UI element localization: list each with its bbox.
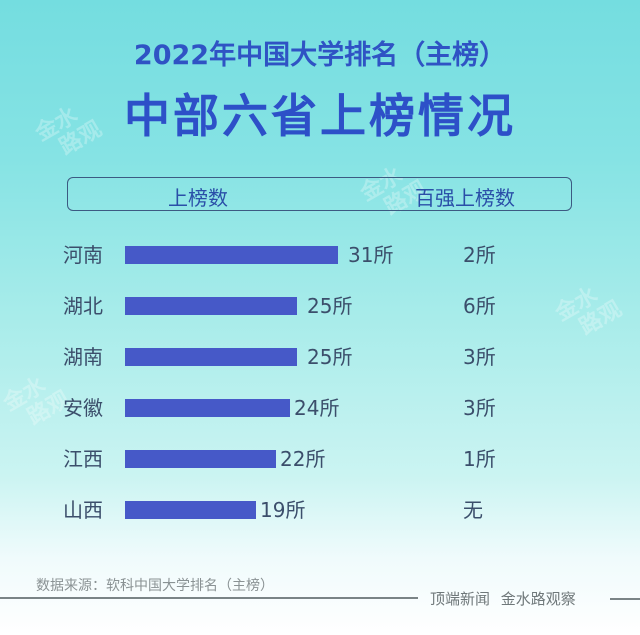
chart-title: 2022年中国大学排名（主榜） bbox=[133, 40, 507, 71]
province-label: 山西 bbox=[63, 498, 103, 522]
top100-value: 6所 bbox=[463, 294, 496, 318]
chart-row: 湖南 25所 3所 bbox=[0, 342, 640, 372]
footer-divider bbox=[610, 598, 640, 600]
top100-value: 2所 bbox=[463, 243, 496, 267]
count-value: 19所 bbox=[260, 498, 306, 522]
credit-text: 顶端新闻 金水路观察 bbox=[430, 590, 576, 608]
count-value: 25所 bbox=[307, 345, 353, 369]
count-value: 25所 bbox=[307, 294, 353, 318]
chart-row: 湖北 25所 6所 bbox=[0, 291, 640, 321]
province-label: 湖北 bbox=[63, 294, 103, 318]
count-bar bbox=[125, 246, 338, 264]
chart-row: 江西 22所 1所 bbox=[0, 444, 640, 474]
count-value: 22所 bbox=[280, 447, 326, 471]
footer-divider bbox=[0, 597, 418, 599]
count-bar bbox=[125, 501, 256, 519]
chart-subtitle: 中部六省上榜情况 bbox=[124, 89, 516, 143]
column-header-box: 上榜数 百强上榜数 bbox=[67, 177, 572, 211]
count-value: 31所 bbox=[348, 243, 394, 267]
count-bar bbox=[125, 297, 297, 315]
chart-row: 安徽 24所 3所 bbox=[0, 393, 640, 423]
province-label: 湖南 bbox=[63, 345, 103, 369]
count-bar bbox=[125, 450, 276, 468]
top100-value: 3所 bbox=[463, 396, 496, 420]
top100-value: 3所 bbox=[463, 345, 496, 369]
header-top100-label: 百强上榜数 bbox=[415, 186, 515, 210]
province-label: 安徽 bbox=[63, 396, 103, 420]
top100-value: 无 bbox=[463, 498, 483, 522]
province-label: 河南 bbox=[63, 243, 103, 267]
count-bar bbox=[125, 399, 290, 417]
data-source: 数据来源：软科中国大学排名（主榜） bbox=[36, 578, 274, 594]
chart-row: 河南 31所 2所 bbox=[0, 240, 640, 270]
header-count-label: 上榜数 bbox=[168, 186, 228, 210]
province-label: 江西 bbox=[63, 447, 103, 471]
count-bar bbox=[125, 348, 297, 366]
count-value: 24所 bbox=[294, 396, 340, 420]
top100-value: 1所 bbox=[463, 447, 496, 471]
chart-row: 山西 19所 无 bbox=[0, 495, 640, 525]
